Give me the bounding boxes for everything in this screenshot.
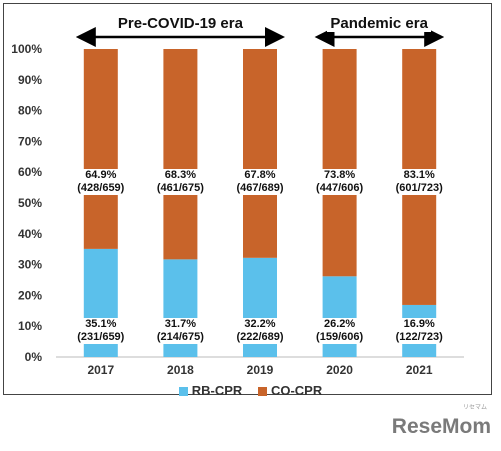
data-label-co-cpr: 83.1% (601/723) (386, 169, 453, 195)
data-label-co-cpr: 68.3% (461/675) (147, 169, 214, 195)
y-tick-label: 30% (18, 258, 42, 272)
legend-swatch-rb-cpr (178, 387, 188, 397)
data-label-co-cpr: 64.9% (428/659) (67, 169, 134, 195)
data-label-rb-cpr: 16.9% (122/723) (386, 318, 453, 344)
data-label-line: 83.1% (403, 169, 435, 181)
resemom-logo: ReseMom (391, 415, 491, 438)
legend-label-rb-cpr: RB-CPR (191, 383, 243, 398)
data-label-line: (467/689) (236, 182, 284, 194)
data-label-line: (159/606) (316, 331, 364, 343)
bar-co-cpr-2020 (322, 49, 357, 277)
x-tick-label: 2018 (167, 363, 194, 377)
data-label-line: 68.3% (164, 169, 196, 181)
data-label-line: 32.2% (244, 318, 276, 330)
data-label-line: (447/606) (316, 182, 364, 194)
y-tick-label: 0% (25, 350, 43, 364)
y-tick-label: 70% (18, 134, 42, 148)
data-label-line: (214/675) (156, 331, 204, 343)
data-label-line: 16.9% (403, 318, 435, 330)
data-label-line: 31.7% (164, 318, 196, 330)
data-label-line: 64.9% (85, 169, 117, 181)
data-label-rb-cpr: 32.2% (222/689) (227, 318, 293, 344)
y-tick-label: 50% (18, 196, 42, 210)
x-tick-label: 2019 (247, 363, 274, 377)
data-label-line: (222/689) (236, 331, 284, 343)
y-tick-label: 90% (18, 73, 42, 87)
bar-co-cpr-2017 (83, 49, 118, 249)
data-label-rb-cpr: 26.2% (159/606) (306, 318, 373, 344)
data-label-line: (461/675) (156, 182, 204, 194)
data-label-line: 67.8% (244, 169, 276, 181)
y-tick-label: 80% (18, 104, 42, 118)
data-label-co-cpr: 67.8% (467/689) (227, 169, 293, 195)
chart-legend: RB-CPR CO-CPR (0, 383, 501, 398)
data-label-line: (428/659) (77, 182, 125, 194)
x-tick-label: 2020 (326, 363, 353, 377)
chart-frame: 0% 10% 20% 30% 40% 50% 60% 70% 80% 90% 100% 2017 201… (3, 3, 492, 395)
data-label-co-cpr: 73.8% (447/606) (306, 169, 373, 195)
data-label-line: 26.2% (323, 318, 356, 330)
legend-swatch-co-cpr (257, 387, 267, 397)
data-label-line: 35.1% (85, 318, 117, 330)
legend-item-rb-cpr: RB-CPR (178, 383, 243, 398)
era-label: Pre-COVID-19 era (114, 15, 246, 32)
era-label: Pandemic era (327, 15, 431, 32)
y-tick-label: 100% (11, 42, 42, 56)
y-tick-label: 10% (18, 319, 42, 333)
legend-item-co-cpr: CO-CPR (257, 383, 323, 398)
y-tick-label: 60% (18, 165, 42, 179)
data-label-line: (601/723) (395, 182, 443, 194)
data-label-line: (231/659) (77, 331, 125, 343)
data-label-line: (122/723) (395, 331, 443, 343)
data-label-rb-cpr: 35.1% (231/659) (67, 318, 134, 344)
data-label-rb-cpr: 31.7% (214/675) (147, 318, 214, 344)
bar-co-cpr-2018 (163, 49, 198, 260)
y-tick-label: 40% (18, 227, 42, 241)
y-tick-label: 20% (18, 288, 42, 302)
bar-rb-cpr-2020 (322, 276, 357, 357)
x-tick-label: 2021 (406, 363, 433, 377)
legend-label-co-cpr: CO-CPR (270, 383, 323, 398)
bar-co-cpr-2019 (243, 49, 277, 258)
x-tick-label: 2017 (87, 363, 114, 377)
data-label-line: 73.8% (323, 169, 356, 181)
logo-subtext: リセマム (462, 405, 487, 411)
